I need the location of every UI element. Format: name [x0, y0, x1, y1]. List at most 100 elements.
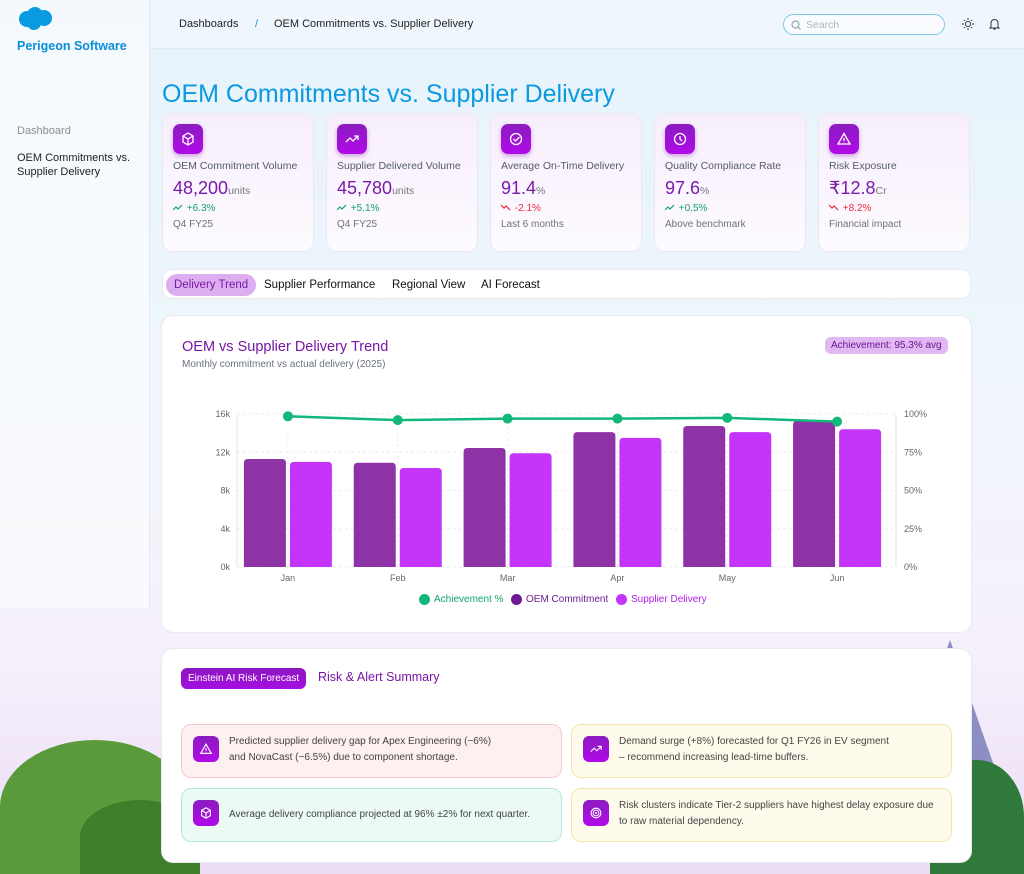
trend-up-icon	[172, 204, 183, 211]
kpi-value: ₹12.8Cr	[829, 178, 887, 199]
kpi-card[interactable]: Supplier Delivered Volume 45,780units +5…	[326, 113, 478, 252]
alert-icon-tile	[193, 800, 219, 826]
kpi-change-value: +0.5%	[678, 203, 708, 214]
kpi-subtext: Last 6 months	[501, 219, 564, 230]
kpi-change-value: +8.2%	[842, 203, 872, 214]
risk-alert-card[interactable]: Demand surge (+8%) forecasted for Q1 FY2…	[571, 724, 952, 778]
breadcrumb-separator: /	[255, 18, 259, 30]
alert-text: Risk clusters indicate Tier-2 suppliers …	[619, 798, 949, 830]
search-placeholder: Search	[806, 19, 840, 31]
oem-commitment-bar	[793, 420, 836, 567]
oem-commitment-bar	[573, 432, 616, 567]
clock-icon	[673, 132, 687, 146]
y2-tick-label: 50%	[904, 486, 922, 496]
y-tick-label: 4k	[220, 524, 230, 534]
page-title: OEM Commitments vs. Supplier Delivery	[162, 80, 615, 108]
search-icon	[791, 20, 801, 30]
kpi-change: -2.1%	[500, 203, 541, 214]
alert-text: Average delivery compliance projected at…	[229, 807, 559, 823]
risk-alert-card[interactable]: Risk clusters indicate Tier-2 suppliers …	[571, 788, 952, 842]
kpi-card[interactable]: Risk Exposure ₹12.8Cr +8.2% Financial im…	[818, 113, 970, 252]
x-tick-label: Jun	[830, 573, 845, 583]
kpi-subtext: Financial impact	[829, 219, 902, 230]
kpi-change: +5.1%	[336, 203, 380, 214]
alert-text: Predicted supplier delivery gap for Apex…	[229, 734, 559, 766]
kpi-unit: %	[536, 185, 546, 197]
kpi-unit: units	[228, 185, 251, 197]
x-tick-label: Feb	[390, 573, 406, 583]
kpi-unit: Cr	[875, 185, 887, 197]
achievement-point	[832, 416, 843, 427]
kpi-change: +8.2%	[828, 203, 872, 214]
kpi-icon-tile	[173, 124, 203, 154]
trend-up-icon	[664, 204, 675, 211]
tab-supplier-performance[interactable]: Supplier Performance	[264, 279, 376, 291]
achievement-point	[722, 412, 733, 423]
oem-commitment-bar	[463, 447, 506, 567]
brand-name: Perigeon Software	[17, 39, 127, 53]
x-tick-label: May	[719, 573, 737, 583]
bell-icon[interactable]	[989, 18, 1000, 30]
alert-line: Predicted supplier delivery gap for Apex…	[229, 736, 492, 747]
alert-text: Demand surge (+8%) forecasted for Q1 FY2…	[619, 734, 949, 766]
kpi-number: 45,780	[337, 178, 393, 198]
search-input[interactable]: Search	[783, 14, 945, 35]
legend-supplier-delivery[interactable]: Supplier Delivery	[616, 594, 707, 605]
check-circle-icon	[509, 132, 523, 146]
legend-achievement[interactable]: Achievement %	[419, 594, 503, 605]
x-tick-label: Jan	[281, 573, 296, 583]
trend-down-icon	[828, 204, 839, 211]
warning-icon	[836, 132, 852, 145]
legend-label: Supplier Delivery	[631, 594, 707, 605]
y-tick-label: 16k	[215, 409, 230, 419]
supplier-delivery-bar	[289, 461, 332, 567]
supplier-delivery-bar	[619, 437, 662, 567]
kpi-subtext: Q4 FY25	[337, 219, 378, 230]
achievement-badge: Achievement: 95.3% avg	[825, 337, 948, 354]
kpi-unit: %	[700, 185, 710, 197]
x-tick-label: Mar	[500, 573, 516, 583]
kpi-value: 48,200units	[173, 178, 250, 199]
breadcrumb-dashboards[interactable]: Dashboards	[179, 18, 239, 30]
kpi-number: ₹12.8	[829, 178, 876, 198]
kpi-number: 48,200	[173, 178, 229, 198]
achievement-point	[612, 413, 623, 424]
trending-up-icon	[345, 135, 359, 143]
kpi-card[interactable]: OEM Commitment Volume 48,200units +6.3% …	[162, 113, 314, 252]
risk-panel-title: Risk & Alert Summary	[318, 670, 440, 684]
alert-line: Demand surge (+8%) forecasted for Q1 FY2…	[619, 736, 889, 747]
kpi-label: Risk Exposure	[829, 160, 897, 172]
supplier-delivery-bar	[399, 468, 442, 567]
y2-tick-label: 0%	[904, 562, 917, 572]
tab-delivery-trend[interactable]: Delivery Trend	[166, 274, 257, 296]
tab-ai-forecast[interactable]: AI Forecast	[481, 279, 540, 291]
y2-tick-label: 75%	[904, 447, 922, 457]
alert-line: – recommend increasing lead-time buffers…	[619, 752, 809, 763]
tab-regional-view[interactable]: Regional View	[392, 279, 466, 291]
x-tick-label: Apr	[610, 573, 624, 583]
oem-commitment-bar	[683, 425, 726, 567]
y-tick-label: 8k	[220, 486, 230, 496]
kpi-change-value: -2.1%	[514, 203, 541, 214]
legend-oem-commitment[interactable]: OEM Commitment	[511, 594, 608, 605]
kpi-label: Average On-Time Delivery	[501, 160, 625, 172]
achievement-point	[502, 413, 513, 424]
kpi-number: 91.4	[501, 178, 537, 198]
sidebar-item-oem-commitments[interactable]: OEM Commitments vs. Supplier Delivery	[17, 152, 131, 178]
legend-label: OEM Commitment	[526, 594, 609, 605]
alert-line: Risk clusters indicate Tier-2 suppliers …	[619, 800, 934, 811]
alert-icon-tile	[583, 800, 609, 826]
kpi-card[interactable]: Average On-Time Delivery 91.4% -2.1% Las…	[490, 113, 642, 252]
cloud-logo	[19, 7, 52, 30]
risk-alert-card[interactable]: Average delivery compliance projected at…	[181, 788, 562, 842]
kpi-change-value: +5.1%	[350, 203, 380, 214]
kpi-change: +6.3%	[172, 203, 215, 214]
box-icon	[182, 132, 194, 146]
kpi-subtext: Q4 FY25	[173, 219, 214, 230]
legend-label: Achievement %	[434, 594, 504, 605]
kpi-card[interactable]: Quality Compliance Rate 97.6% +0.5% Abov…	[654, 113, 806, 252]
risk-alert-card[interactable]: Predicted supplier delivery gap for Apex…	[181, 724, 562, 778]
sun-icon[interactable]	[962, 18, 974, 30]
kpi-icon-tile	[665, 124, 695, 154]
